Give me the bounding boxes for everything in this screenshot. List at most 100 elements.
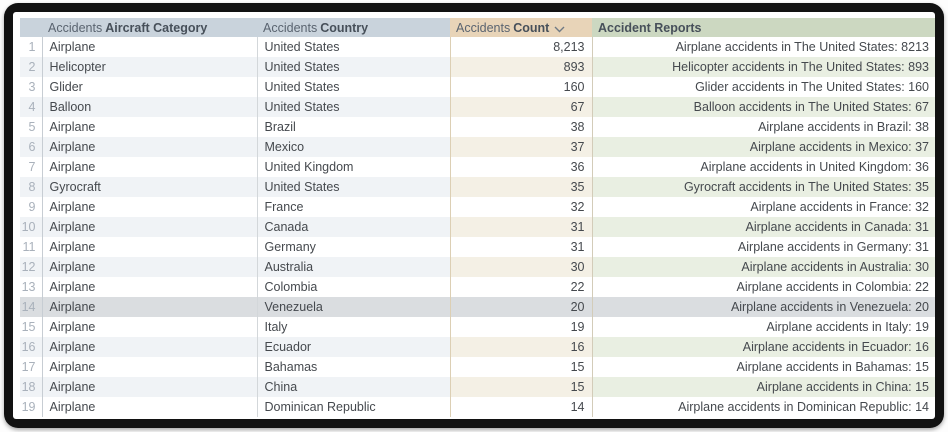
accident-report-cell[interactable]: Glider accidents in The United States: 1… — [695, 80, 929, 94]
count-cell[interactable]: 20 — [449, 297, 593, 317]
country-cell[interactable]: United States — [257, 97, 450, 117]
accident-report-cell[interactable]: Airplane accidents in Dominican Republic… — [678, 400, 929, 414]
count-cell[interactable]: 37 — [449, 137, 593, 157]
count-cell[interactable]: 19 — [449, 317, 593, 337]
count-cell[interactable]: 8,213 — [449, 37, 593, 57]
row-number[interactable]: 17 — [20, 357, 43, 377]
column-header-count[interactable]: Accidents Count — [450, 18, 592, 37]
accident-report-cell[interactable]: Airplane accidents in Mexico: 37 — [592, 137, 935, 157]
accident-report-cell[interactable]: Airplane accidents in Brazil: 38 — [758, 120, 929, 134]
row-number[interactable]: 10 — [20, 217, 43, 237]
country-cell[interactable]: Colombia — [264, 280, 318, 294]
aircraft-category-cell[interactable]: Airplane — [42, 197, 258, 217]
country-cell[interactable]: Venezuela — [257, 297, 450, 317]
accident-report-cell[interactable]: Airplane accidents in China: 15 — [592, 377, 935, 397]
table-row[interactable]: 14 Airplane Venezuela 20 Airplane accide… — [20, 297, 935, 317]
accident-report-cell[interactable]: Airplane accidents in Colombia: 22 — [736, 280, 929, 294]
aircraft-category-cell[interactable]: Airplane — [42, 237, 258, 257]
aircraft-category-cell[interactable]: Balloon — [42, 97, 258, 117]
country-cell[interactable]: China — [257, 377, 450, 397]
row-number[interactable]: 15 — [20, 317, 43, 337]
aircraft-category-cell[interactable]: Helicopter — [42, 57, 258, 77]
country-cell[interactable]: Ecuador — [257, 337, 450, 357]
table-row[interactable]: 16 Airplane Ecuador 16 Airplane accident… — [20, 337, 935, 357]
count-cell[interactable]: 31 — [449, 217, 593, 237]
table-row[interactable]: 12 Airplane Australia 30 Airplane accide… — [20, 257, 935, 277]
row-number[interactable]: 1 — [20, 37, 43, 57]
count-cell[interactable]: 32 — [449, 197, 593, 217]
accident-report-cell[interactable]: Airplane accidents in Venezuela: 20 — [592, 297, 935, 317]
sort-descending-icon[interactable] — [554, 26, 565, 33]
row-number[interactable]: 8 — [20, 177, 43, 197]
aircraft-category-cell[interactable]: Airplane — [42, 157, 258, 177]
country-cell[interactable]: Brazil — [264, 120, 296, 134]
table-row[interactable]: 13 Airplane Colombia 22 Airplane acciden… — [20, 277, 935, 297]
accident-report-cell[interactable]: Airplane accidents in Italy: 19 — [766, 320, 929, 334]
row-number[interactable]: 19 — [20, 397, 43, 417]
aircraft-category-cell[interactable]: Airplane — [42, 117, 258, 137]
count-cell[interactable]: 160 — [449, 77, 593, 97]
row-number[interactable]: 14 — [20, 297, 43, 317]
country-cell[interactable]: Canada — [257, 217, 450, 237]
aircraft-category-cell[interactable]: Airplane — [42, 257, 258, 277]
aircraft-category-cell[interactable]: Airplane — [42, 217, 258, 237]
accident-report-cell[interactable]: Balloon accidents in The United States: … — [592, 97, 935, 117]
table-row[interactable]: 11 Airplane Germany 31 Airplane accident… — [20, 237, 935, 257]
table-row[interactable]: 17 Airplane Bahamas 15 Airplane accident… — [20, 357, 935, 377]
aircraft-category-cell[interactable]: Airplane — [42, 37, 258, 57]
table-row[interactable]: 3 Glider United States 160 Glider accide… — [20, 77, 935, 97]
count-cell[interactable]: 30 — [449, 257, 593, 277]
accident-report-cell[interactable]: Airplane accidents in Ecuador: 16 — [592, 337, 935, 357]
accident-report-cell[interactable]: Airplane accidents in United Kingdom: 36 — [700, 160, 929, 174]
table-row[interactable]: 10 Airplane Canada 31 Airplane accidents… — [20, 217, 935, 237]
aircraft-category-cell[interactable]: Glider — [42, 77, 258, 97]
aircraft-category-cell[interactable]: Airplane — [42, 297, 258, 317]
country-cell[interactable]: United States — [257, 177, 450, 197]
row-number[interactable]: 13 — [20, 277, 43, 297]
row-number[interactable]: 5 — [20, 117, 43, 137]
table-row[interactable]: 15 Airplane Italy 19 Airplane accidents … — [20, 317, 935, 337]
count-cell[interactable]: 893 — [449, 57, 593, 77]
count-cell[interactable]: 67 — [449, 97, 593, 117]
table-row[interactable]: 4 Balloon United States 67 Balloon accid… — [20, 97, 935, 117]
country-cell[interactable]: Italy — [264, 320, 288, 334]
row-number[interactable]: 16 — [20, 337, 43, 357]
aircraft-category-cell[interactable]: Airplane — [42, 137, 258, 157]
table-row[interactable]: 5 Airplane Brazil 38 Airplane accidents … — [20, 117, 935, 137]
accident-report-cell[interactable]: Airplane accidents in Australia: 30 — [592, 257, 935, 277]
count-cell[interactable]: 14 — [449, 397, 593, 417]
count-cell[interactable]: 15 — [449, 357, 593, 377]
aircraft-category-cell[interactable]: Airplane — [42, 397, 258, 417]
count-cell[interactable]: 16 — [449, 337, 593, 357]
column-header-country[interactable]: Accidents Country — [257, 18, 450, 37]
accident-report-cell[interactable]: Helicopter accidents in The United State… — [592, 57, 935, 77]
country-cell[interactable]: United States — [264, 40, 340, 54]
country-cell[interactable]: Bahamas — [264, 360, 318, 374]
row-number[interactable]: 9 — [20, 197, 43, 217]
row-number[interactable]: 7 — [20, 157, 43, 177]
aircraft-category-cell[interactable]: Airplane — [42, 317, 258, 337]
country-cell[interactable]: Dominican Republic — [264, 400, 376, 414]
country-cell[interactable]: United Kingdom — [264, 160, 354, 174]
row-number[interactable]: 12 — [20, 257, 43, 277]
table-row[interactable]: 18 Airplane China 15 Airplane accidents … — [20, 377, 935, 397]
accident-report-cell[interactable]: Gyrocraft accidents in The United States… — [592, 177, 935, 197]
table-row[interactable]: 2 Helicopter United States 893 Helicopte… — [20, 57, 935, 77]
table-row[interactable]: 6 Airplane Mexico 37 Airplane accidents … — [20, 137, 935, 157]
table-row[interactable]: 8 Gyrocraft United States 35 Gyrocraft a… — [20, 177, 935, 197]
count-cell[interactable]: 36 — [449, 157, 593, 177]
row-number[interactable]: 4 — [20, 97, 43, 117]
country-cell[interactable]: United States — [264, 80, 340, 94]
aircraft-category-cell[interactable]: Airplane — [42, 277, 258, 297]
table-row[interactable]: 9 Airplane France 32 Airplane accidents … — [20, 197, 935, 217]
country-cell[interactable]: United States — [257, 57, 450, 77]
count-cell[interactable]: 15 — [449, 377, 593, 397]
accident-report-cell[interactable]: Airplane accidents in The United States:… — [675, 40, 929, 54]
count-cell[interactable]: 22 — [449, 277, 593, 297]
aircraft-category-cell[interactable]: Airplane — [42, 377, 258, 397]
column-header-aircraft-category[interactable]: Accidents Aircraft Category — [42, 18, 257, 37]
row-number[interactable]: 6 — [20, 137, 43, 157]
count-cell[interactable]: 38 — [449, 117, 593, 137]
column-header-accident-reports[interactable]: Accident Reports — [592, 18, 935, 37]
count-cell[interactable]: 31 — [449, 237, 593, 257]
